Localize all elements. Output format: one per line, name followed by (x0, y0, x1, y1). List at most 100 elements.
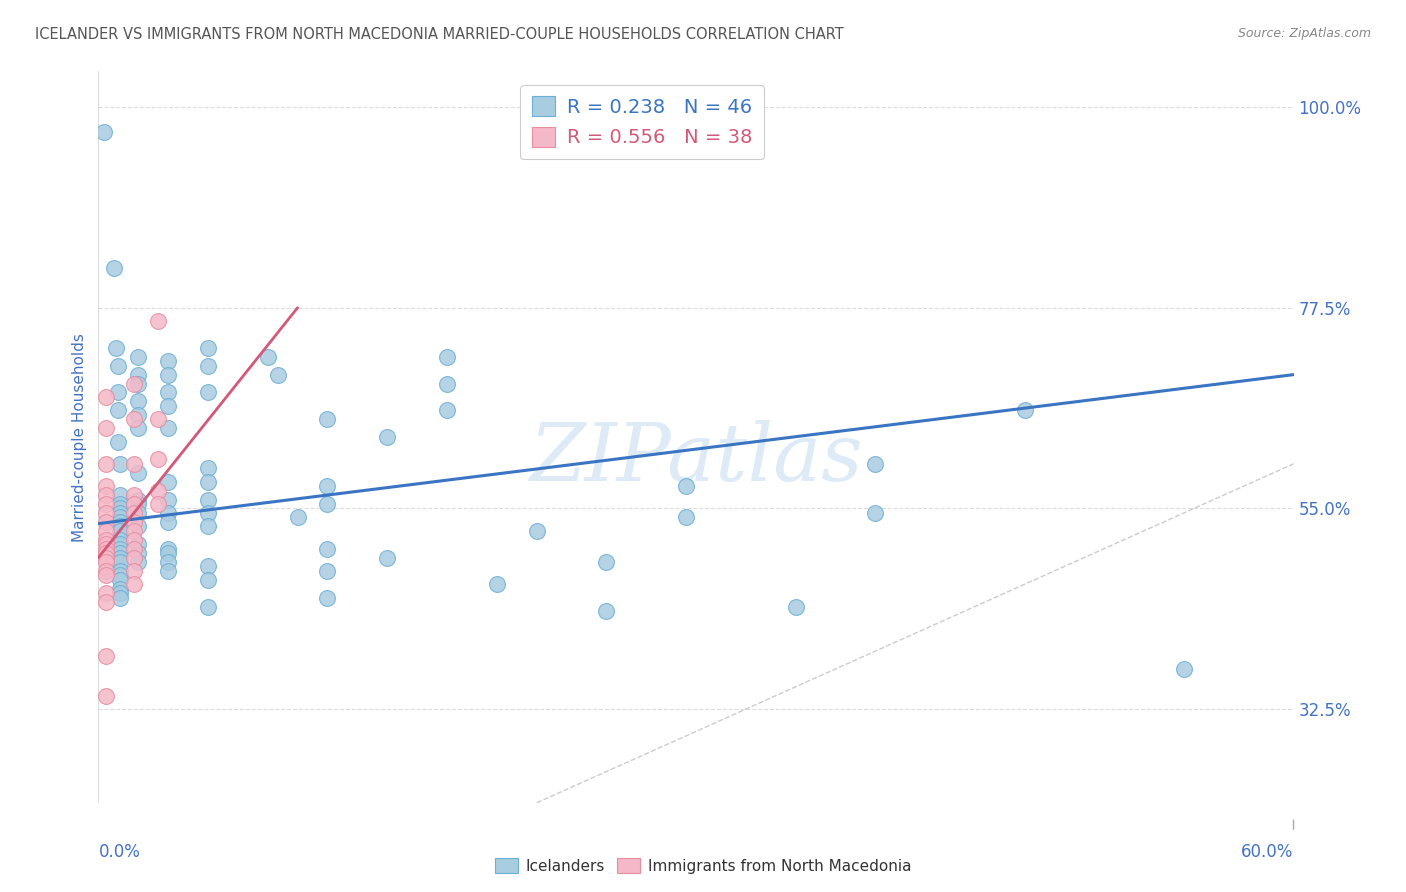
Point (127, 506, 149, 520)
Point (96, 537, 118, 551)
Point (124, 524, 146, 538)
Point (103, 260, 125, 275)
Point (316, 591, 339, 605)
Point (96, 689, 118, 703)
Point (107, 385, 129, 400)
Point (124, 541, 146, 556)
Point (197, 492, 219, 507)
Point (148, 412, 170, 426)
Text: ZIPatlas: ZIPatlas (529, 420, 863, 498)
Point (595, 555, 617, 569)
Point (110, 524, 132, 538)
Point (110, 506, 132, 520)
Point (197, 359, 219, 373)
Point (127, 421, 149, 435)
Point (157, 385, 180, 400)
Point (110, 573, 132, 587)
Point (124, 457, 146, 471)
Y-axis label: Married-couple Households: Married-couple Households (72, 333, 87, 541)
Point (197, 341, 219, 355)
Point (127, 350, 149, 364)
Point (127, 555, 149, 569)
Point (110, 541, 132, 556)
Point (197, 385, 219, 400)
Point (124, 506, 146, 520)
Point (110, 457, 132, 471)
Point (197, 573, 219, 587)
Point (107, 403, 129, 417)
Point (197, 506, 219, 520)
Legend: Icelanders, Immigrants from North Macedonia: Icelanders, Immigrants from North Macedo… (489, 852, 917, 880)
Point (96, 595, 118, 609)
Point (110, 501, 132, 516)
Point (157, 546, 180, 560)
Point (287, 510, 309, 524)
Point (110, 519, 132, 533)
Point (127, 376, 149, 391)
Point (157, 515, 180, 529)
Text: 60.0%: 60.0% (1241, 843, 1294, 861)
Point (127, 497, 149, 511)
Point (157, 421, 180, 435)
Point (157, 506, 180, 520)
Legend: R = 0.238   N = 46, R = 0.556   N = 38: R = 0.238 N = 46, R = 0.556 N = 38 (520, 85, 763, 159)
Point (96, 550, 118, 565)
Point (375, 430, 398, 444)
Point (785, 599, 807, 614)
Point (436, 376, 458, 391)
Point (124, 515, 146, 529)
Point (124, 497, 146, 511)
Point (157, 399, 180, 413)
Point (96, 515, 118, 529)
Point (436, 350, 458, 364)
Point (375, 550, 398, 565)
Point (110, 555, 132, 569)
Point (197, 559, 219, 574)
Point (436, 403, 458, 417)
Point (110, 550, 132, 565)
Point (124, 577, 146, 591)
Point (316, 412, 339, 426)
Point (107, 359, 129, 373)
Point (110, 546, 132, 560)
Point (96, 488, 118, 502)
Point (124, 412, 146, 426)
Point (96, 497, 118, 511)
Point (1014, 403, 1036, 417)
Point (1173, 662, 1195, 676)
Point (96, 524, 118, 538)
Point (316, 479, 339, 493)
Point (157, 354, 180, 368)
Point (157, 492, 180, 507)
Point (124, 564, 146, 578)
Point (157, 564, 180, 578)
Point (157, 368, 180, 382)
Point (148, 314, 170, 328)
Point (127, 519, 149, 533)
Point (110, 488, 132, 502)
Point (256, 350, 278, 364)
Point (127, 466, 149, 480)
Point (197, 599, 219, 614)
Point (110, 497, 132, 511)
Point (96, 586, 118, 600)
Point (96, 421, 118, 435)
Point (110, 533, 132, 547)
Point (96, 457, 118, 471)
Point (157, 555, 180, 569)
Point (865, 457, 887, 471)
Point (124, 550, 146, 565)
Text: 0.0%: 0.0% (98, 843, 141, 861)
Point (526, 524, 548, 538)
Point (110, 582, 132, 596)
Point (157, 541, 180, 556)
Point (157, 475, 180, 489)
Point (127, 546, 149, 560)
Point (197, 475, 219, 489)
Point (595, 604, 617, 618)
Point (96, 555, 118, 569)
Point (124, 533, 146, 547)
Point (316, 541, 339, 556)
Point (96, 533, 118, 547)
Point (96, 506, 118, 520)
